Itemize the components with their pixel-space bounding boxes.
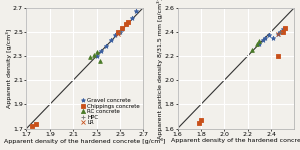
- Point: [30, 125, 35, 127]
- Point: [280, 31, 285, 33]
- Point: [260, 39, 265, 41]
- Legend: Gravel concrete, Chippings concrete, RC concrete, HPC, LR: Gravel concrete, Chippings concrete, RC …: [81, 98, 141, 126]
- X-axis label: Apparent density of the hardened concrete [g/cm³]: Apparent density of the hardened concret…: [4, 138, 166, 144]
- Point: [129, 17, 134, 20]
- Point: [257, 43, 262, 45]
- Point: [120, 27, 125, 29]
- Point: [276, 33, 280, 35]
- Point: [196, 121, 201, 124]
- Point: [115, 31, 120, 33]
- Point: [263, 37, 268, 39]
- Point: [115, 32, 120, 34]
- Point: [103, 45, 108, 48]
- X-axis label: Apparent density of the hardened concre: Apparent density of the hardened concre: [171, 138, 300, 143]
- Point: [278, 31, 283, 33]
- Point: [87, 56, 92, 58]
- Point: [280, 28, 285, 31]
- Point: [92, 54, 97, 56]
- Point: [255, 43, 260, 45]
- Point: [98, 60, 103, 62]
- Point: [276, 33, 280, 35]
- Point: [199, 119, 203, 121]
- Y-axis label: Apparent particle density 8/31.5 mm [g/cm³]: Apparent particle density 8/31.5 mm [g/c…: [157, 0, 163, 139]
- Point: [113, 34, 118, 37]
- Point: [94, 55, 99, 57]
- Point: [94, 51, 99, 54]
- Point: [266, 34, 271, 37]
- Point: [126, 21, 130, 23]
- Point: [123, 23, 128, 26]
- Point: [108, 39, 113, 41]
- Point: [118, 31, 122, 33]
- Point: [118, 31, 122, 33]
- Point: [115, 33, 120, 35]
- Point: [250, 49, 255, 51]
- Point: [278, 31, 283, 33]
- Point: [257, 40, 262, 43]
- Point: [99, 50, 103, 52]
- Y-axis label: Apparent density [g/cm³]: Apparent density [g/cm³]: [6, 28, 12, 108]
- Point: [271, 37, 276, 39]
- Point: [283, 27, 287, 29]
- Point: [134, 10, 139, 12]
- Point: [123, 23, 128, 26]
- Point: [33, 123, 38, 125]
- Point: [276, 55, 280, 57]
- Point: [120, 28, 125, 31]
